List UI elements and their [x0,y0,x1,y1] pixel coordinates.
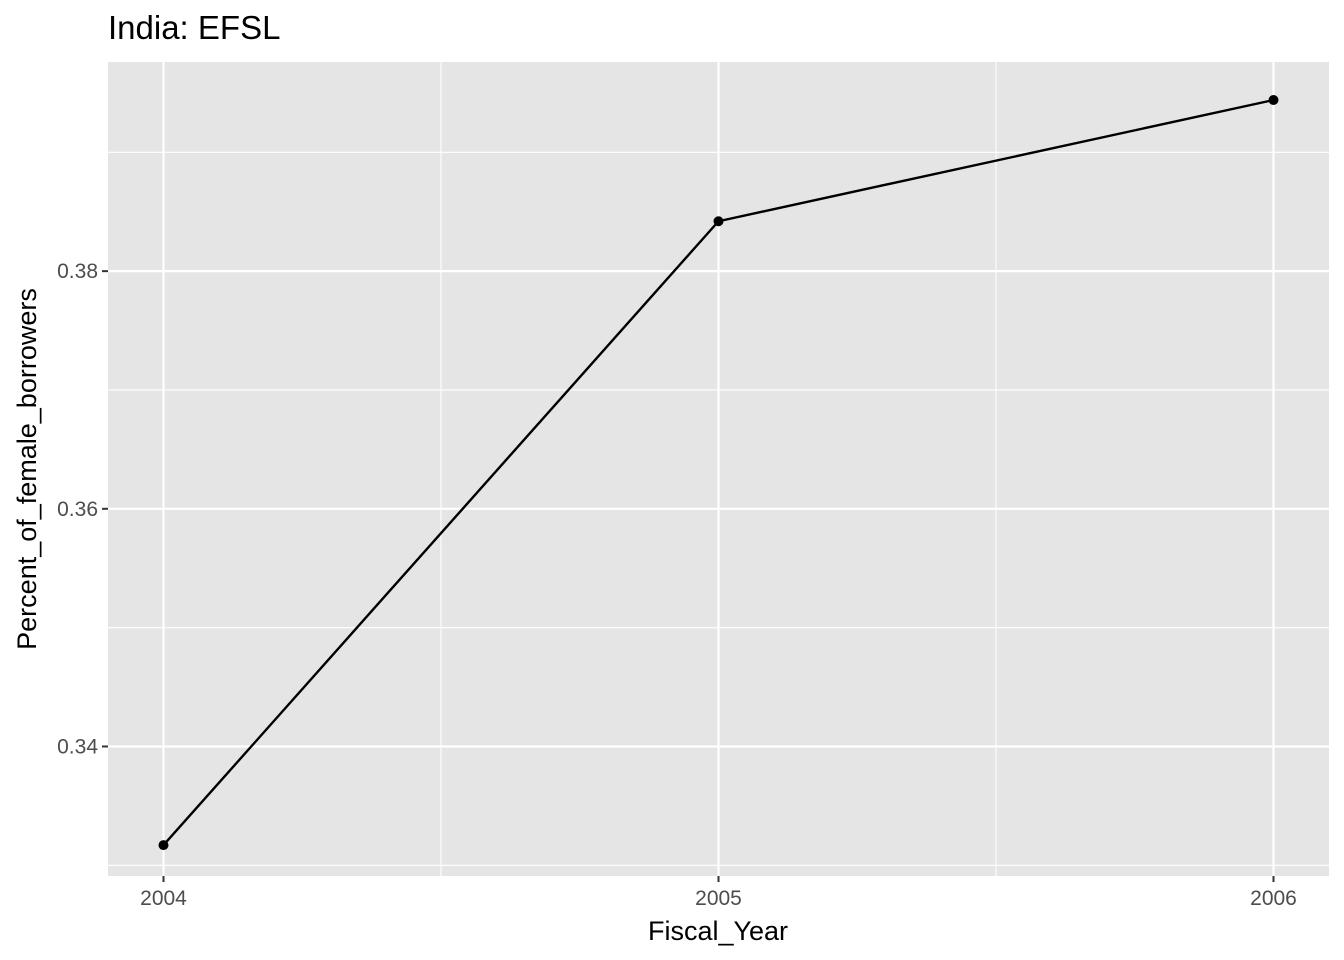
data-point [714,216,724,226]
data-point [159,840,169,850]
x-axis-title: Fiscal_Year [648,916,788,946]
y-tick-label: 0.36 [57,498,98,521]
y-axis-title: Percent_of_female_borrowers [12,288,42,650]
data-point [1269,95,1279,105]
y-tick-label: 0.38 [57,260,98,283]
y-tick-label: 0.34 [57,735,98,758]
chart-title: India: EFSL [108,9,280,46]
x-tick-label: 2004 [140,887,187,910]
x-tick-label: 2006 [1250,887,1297,910]
x-tick-label: 2005 [695,887,742,910]
